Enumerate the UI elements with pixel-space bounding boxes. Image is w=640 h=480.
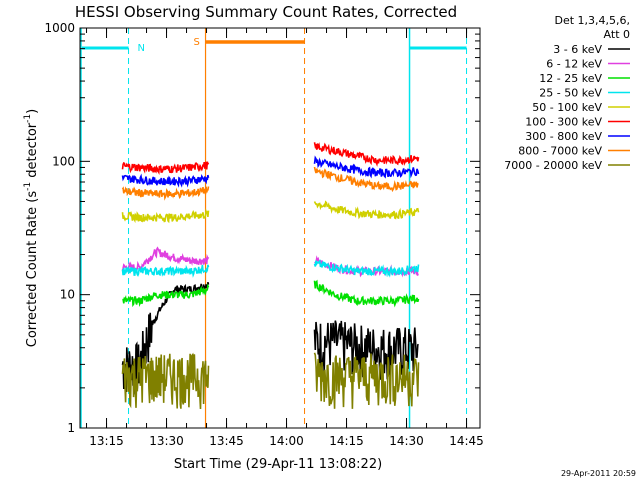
- y-axis-label-mid: detector: [25, 122, 40, 182]
- y-tick-label: 1000: [44, 21, 75, 35]
- series-line-before-gap: [122, 283, 210, 308]
- series-line-before-gap: [121, 352, 210, 410]
- y-axis-label-main: Corrected Count Rate (s: [25, 191, 40, 348]
- y-tick-label: 100: [52, 154, 75, 168]
- legend-header-line1: Det 1,3,4,5,6,: [554, 14, 630, 27]
- legend-label: 50 - 100 keV: [532, 101, 602, 114]
- x-tick-label: 14:45: [449, 434, 484, 448]
- y-axis-label-end: ): [25, 109, 40, 114]
- series-line-after-gap: [313, 352, 420, 409]
- series-line-before-gap: [121, 281, 210, 395]
- legend-label: 12 - 25 keV: [539, 72, 602, 85]
- series-line-after-gap: [313, 142, 420, 167]
- chart-title: HESSI Observing Summary Count Rates, Cor…: [75, 3, 457, 21]
- plot-frame: [79, 27, 481, 429]
- legend-label: 300 - 800 keV: [525, 130, 602, 143]
- y-axis-label-sup2: -1: [23, 114, 33, 123]
- legend-header-line2: Att 0: [604, 28, 630, 41]
- series-line-before-gap: [121, 264, 210, 278]
- series-line-before-gap: [121, 186, 210, 201]
- series-line-before-gap: [121, 161, 210, 175]
- series-line-after-gap: [313, 155, 420, 179]
- x-tick-label: 13:30: [149, 434, 184, 448]
- footer-date: 29-Apr-2011 20:59: [561, 469, 636, 478]
- series-line-before-gap: [121, 246, 210, 274]
- x-tick-label: 14:15: [329, 434, 364, 448]
- x-tick-label: 13:45: [209, 434, 244, 448]
- y-axis: 1 10 100 1000: [44, 21, 480, 435]
- night-label: N: [138, 43, 145, 54]
- x-tick-label: 14:30: [389, 434, 424, 448]
- x-tick-label: 13:15: [89, 434, 124, 448]
- x-tick-label: 14:00: [269, 434, 304, 448]
- legend-label: 100 - 300 keV: [525, 116, 602, 129]
- x-axis: 13:15 13:30 13:45 14:00 14:15 14:30 14:45: [86, 28, 484, 448]
- x-axis-label: Start Time (29-Apr-11 13:08:22): [174, 457, 382, 472]
- legend: Det 1,3,4,5,6, Att 0 3 - 6 keV 6 - 12 keV…: [504, 14, 630, 172]
- series-line-after-gap: [313, 258, 420, 278]
- y-tick-label: 1: [67, 421, 75, 435]
- y-axis-label: Corrected Count Rate (s-1 detector-1): [23, 109, 40, 347]
- legend-label: 25 - 50 keV: [539, 87, 602, 100]
- legend-label: 3 - 6 keV: [553, 43, 602, 56]
- plot-area: NS: [80, 28, 468, 428]
- legend-label: 7000 - 20000 keV: [504, 159, 602, 172]
- series-line-before-gap: [121, 208, 210, 224]
- series-line-before-gap: [121, 173, 210, 188]
- legend-label: 6 - 12 keV: [546, 58, 602, 71]
- series-line-after-gap: [313, 166, 419, 193]
- y-tick-label: 10: [60, 288, 75, 302]
- legend-label: 800 - 7000 keV: [518, 145, 602, 158]
- series-line-after-gap: [313, 320, 420, 380]
- y-axis-label-sup1: -1: [23, 182, 33, 191]
- series-line-after-gap: [313, 279, 420, 308]
- saa-label: S: [194, 37, 200, 48]
- series-line-after-gap: [313, 200, 420, 220]
